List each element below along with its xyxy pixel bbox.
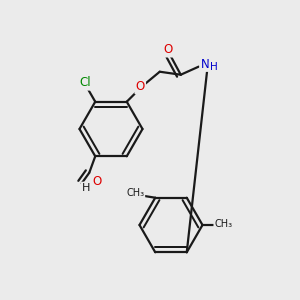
Text: N: N xyxy=(200,58,209,71)
Text: O: O xyxy=(136,80,145,93)
Text: CH₃: CH₃ xyxy=(126,188,144,198)
Text: H: H xyxy=(210,62,218,72)
Text: H: H xyxy=(82,183,90,193)
Text: O: O xyxy=(163,43,172,56)
Text: CH₃: CH₃ xyxy=(214,219,232,230)
Text: O: O xyxy=(92,175,101,188)
Text: Cl: Cl xyxy=(80,76,91,89)
